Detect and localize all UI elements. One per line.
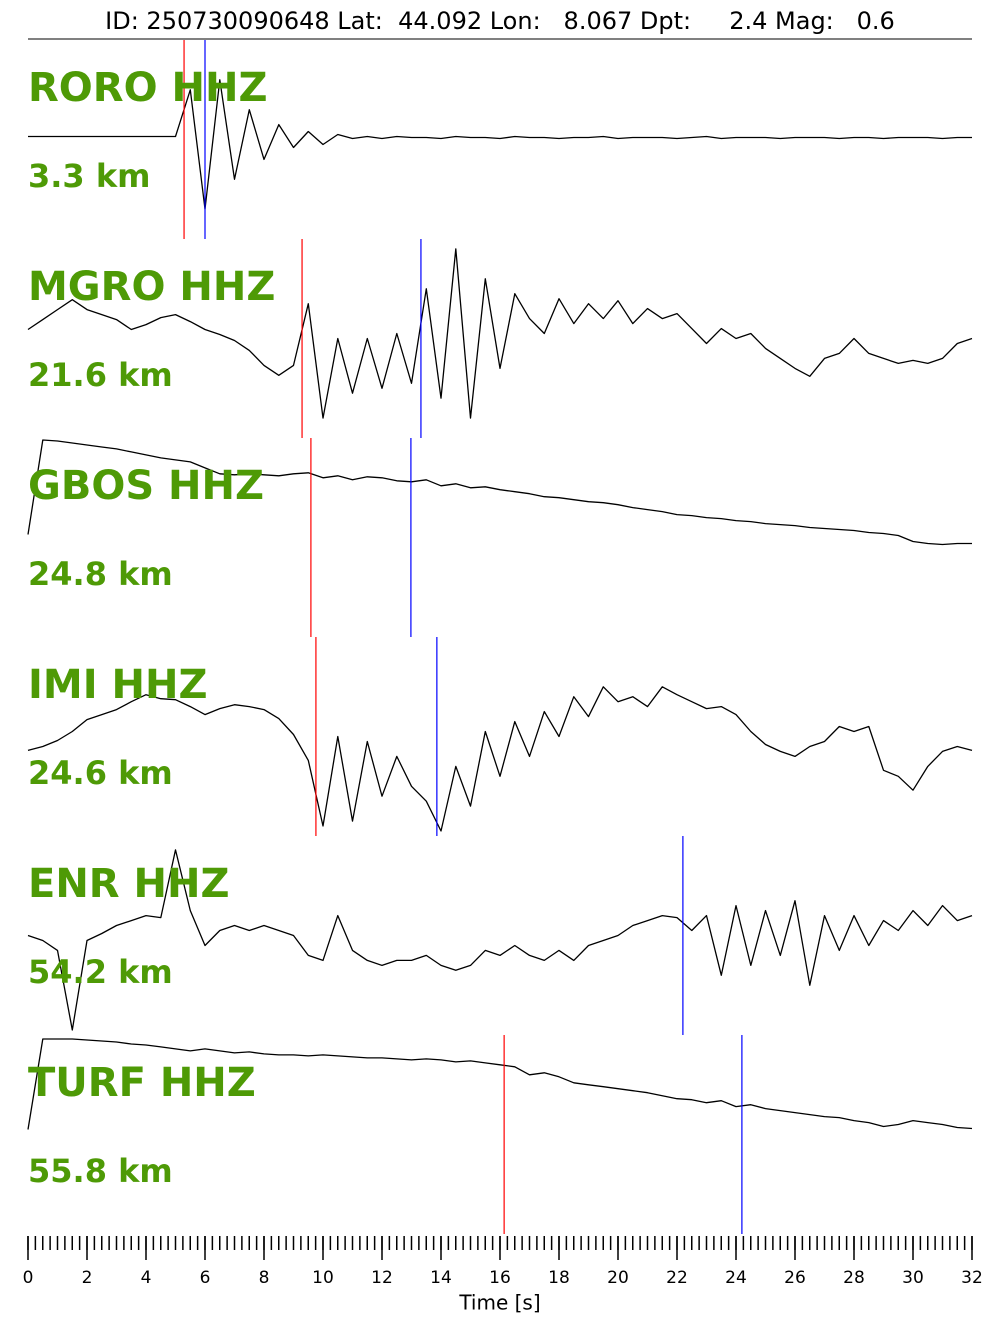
x-tick-label: 30 <box>902 1268 924 1288</box>
station-label: IMI HHZ <box>28 662 207 708</box>
distance-label: 3.3 km <box>28 157 150 195</box>
waveform <box>27 1038 973 1130</box>
station-label: ENR HHZ <box>28 861 229 907</box>
x-axis-label: Time [s] <box>458 1291 540 1315</box>
station-label: RORO HHZ <box>28 65 268 111</box>
waveform <box>27 439 972 546</box>
distance-label: 24.6 km <box>28 754 173 792</box>
distance-label: 55.8 km <box>28 1152 173 1190</box>
distance-label: 54.2 km <box>28 953 173 991</box>
chart-title: ID: 250730090648 Lat: 44.092 Lon: 8.067 … <box>105 7 895 35</box>
x-tick-label: 28 <box>843 1268 865 1288</box>
waveform <box>27 849 973 1031</box>
station-label: GBOS HHZ <box>28 463 264 509</box>
waveform <box>27 686 973 832</box>
x-tick-label: 20 <box>607 1268 629 1288</box>
station-label: TURF HHZ <box>28 1060 256 1106</box>
waveform <box>27 248 973 419</box>
x-tick-label: 12 <box>371 1268 393 1288</box>
x-tick-label: 8 <box>259 1268 270 1288</box>
x-tick-label: 2 <box>82 1268 93 1288</box>
station-label: MGRO HHZ <box>28 264 275 310</box>
x-tick-label: 18 <box>548 1268 570 1288</box>
x-tick-label: 6 <box>200 1268 211 1288</box>
x-tick-label: 14 <box>430 1268 452 1288</box>
x-tick-label: 16 <box>489 1268 511 1288</box>
x-tick-label: 32 <box>961 1268 983 1288</box>
x-tick-label: 26 <box>784 1268 806 1288</box>
distance-label: 21.6 km <box>28 356 173 394</box>
x-tick-label: 24 <box>725 1268 747 1288</box>
x-tick-label: 4 <box>141 1268 152 1288</box>
x-tick-label: 0 <box>23 1268 34 1288</box>
distance-label: 24.8 km <box>28 555 173 593</box>
waveform <box>28 79 972 210</box>
x-tick-label: 10 <box>312 1268 334 1288</box>
x-tick-label: 22 <box>666 1268 688 1288</box>
